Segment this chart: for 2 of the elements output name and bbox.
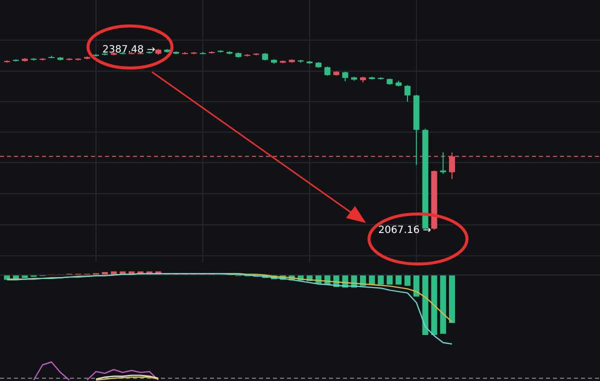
- annotation: 2387.48 →: [102, 44, 156, 56]
- annotation: 2067.16 →: [378, 225, 432, 236]
